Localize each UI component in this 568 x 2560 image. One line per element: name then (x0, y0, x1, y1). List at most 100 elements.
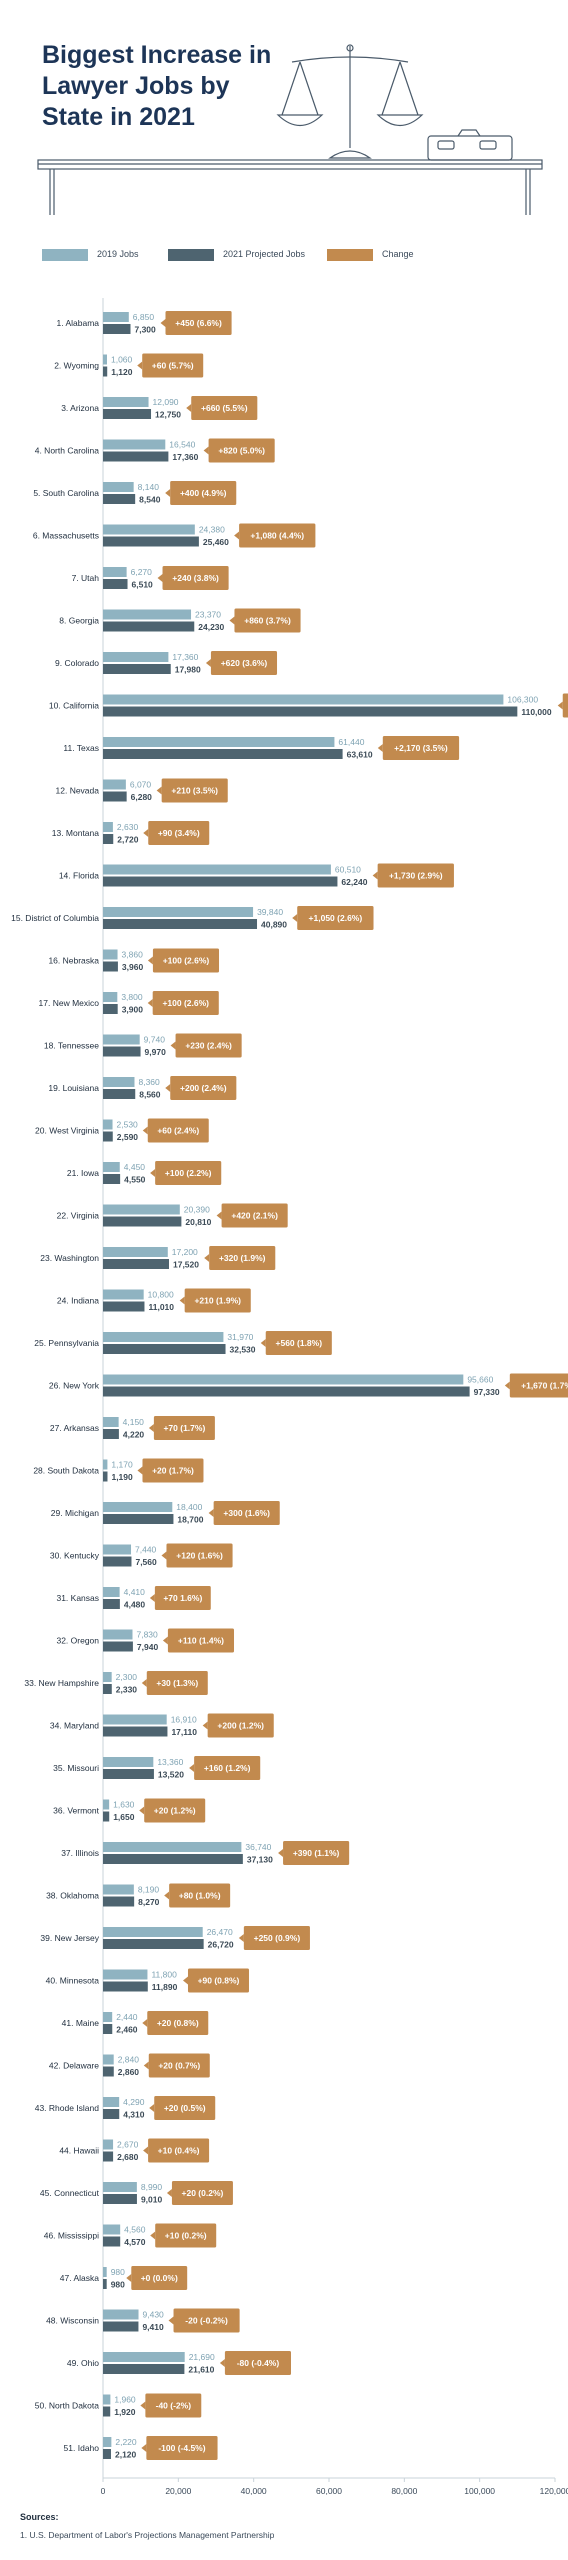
value-label-2021: 21,610 (188, 2365, 214, 2375)
bar-2021 (103, 579, 128, 589)
bar-2021 (103, 961, 118, 972)
change-badge (239, 523, 316, 548)
bar-2019 (103, 2224, 121, 2235)
value-label-2019: 16,540 (169, 440, 195, 450)
sources-item: 1. U.S. Department of Labor's Projection… (20, 2530, 275, 2540)
change-badge (191, 396, 258, 420)
change-badge-pointer (260, 1339, 266, 1347)
change-label: +300 (1.6%) (223, 1508, 270, 1518)
change-badge (155, 1161, 222, 1185)
bar-2021 (103, 1599, 120, 1609)
bar-2019 (103, 1332, 224, 1342)
change-label: +450 (6.6%) (175, 318, 222, 328)
value-label-2021: 17,520 (173, 1260, 199, 1270)
category-label: 9. Colorado (55, 658, 99, 668)
change-label: +860 (3.7%) (244, 616, 291, 626)
category-label: 26. New York (49, 1381, 100, 1391)
value-label-2019: 2,440 (116, 2012, 138, 2022)
value-label-2019: 1,170 (111, 1460, 133, 1470)
bar-2019 (103, 1757, 154, 1767)
value-label-2019: 16,910 (171, 1715, 197, 1725)
category-label: 11. Texas (63, 743, 99, 753)
change-badge-pointer (137, 361, 143, 370)
value-label-2019: 4,290 (123, 2097, 145, 2107)
bar-2019 (103, 609, 192, 620)
x-tick-label: 20,000 (165, 2486, 191, 2496)
bar-2021 (103, 1896, 135, 1907)
category-label: 6. Massachusetts (33, 531, 99, 541)
legend-label-2019: 2019 Jobs (97, 249, 139, 259)
bar-2021 (103, 1174, 121, 1184)
change-badge-pointer (143, 829, 149, 837)
change-label: +100 (2.2%) (165, 1168, 212, 1178)
value-label-2021: 8,560 (139, 1090, 161, 1100)
change-badge-pointer (557, 701, 563, 710)
bar-2019 (103, 1247, 168, 1257)
category-label: 34. Maryland (50, 1721, 99, 1731)
value-label-2021: 1,190 (111, 1472, 133, 1482)
bar-2019 (103, 1799, 110, 1810)
change-badge (265, 1331, 332, 1355)
bar-chart: 1. Alabama 6,850 7,300 +450 (6.6%) 2. Wyomin… (11, 298, 568, 2496)
bar-2021 (103, 706, 518, 717)
bar-2019 (103, 2437, 112, 2447)
bar-2021 (103, 536, 199, 547)
bar-2021 (103, 1344, 226, 1354)
bar-2021 (103, 2024, 113, 2034)
value-label-2019: 2,220 (115, 2437, 137, 2447)
category-label: 32. Oregon (56, 1636, 99, 1646)
bar-2019 (103, 1417, 119, 1427)
bar-2019 (103, 1162, 120, 1172)
change-badge (145, 2393, 202, 2418)
change-badge-pointer (147, 956, 153, 965)
category-label: 13. Montana (52, 828, 100, 838)
change-label: +10 (0.2%) (165, 2231, 207, 2241)
change-badge-pointer (150, 1169, 156, 1177)
bar-2021 (103, 1046, 141, 1057)
change-badge-pointer (156, 786, 162, 795)
change-badge (234, 608, 301, 633)
change-label: +250 (0.9%) (254, 1933, 301, 1943)
value-label-2021: 2,680 (117, 2152, 139, 2162)
change-badge (283, 1841, 350, 1865)
change-badge (154, 1586, 211, 1610)
value-label-2021: 97,330 (474, 1387, 500, 1397)
change-badge-pointer (140, 2401, 146, 2410)
value-label-2019: 6,270 (131, 567, 153, 577)
change-badge-pointer (137, 1466, 143, 1475)
value-label-2019: 4,560 (124, 2225, 146, 2235)
bar-2019 (103, 822, 113, 832)
value-label-2021: 7,560 (135, 1557, 157, 1567)
bar-2021 (103, 1301, 145, 1312)
illustration (37, 44, 543, 215)
category-label: 25. Pennsylvania (34, 1338, 99, 1348)
value-label-2019: 20,390 (184, 1205, 210, 1215)
change-badge-pointer (160, 319, 166, 327)
value-label-2021: 9,970 (145, 1047, 167, 1057)
change-badge (213, 1501, 280, 1525)
change-badge-pointer (164, 1891, 170, 1900)
change-badge (382, 736, 460, 760)
value-label-2019: 2,530 (117, 1120, 139, 1130)
change-badge-pointer (182, 1976, 188, 1985)
change-label: +20 (1.2%) (154, 1806, 196, 1816)
x-tick-label: 0 (101, 2486, 106, 2496)
value-label-2021: 2,720 (117, 835, 139, 845)
value-label-2021: 2,590 (117, 1132, 139, 1142)
bar-2021 (103, 1386, 470, 1397)
value-label-2021: 12,750 (155, 410, 181, 420)
value-label-2019: 13,360 (157, 1757, 183, 1767)
value-label-2019: 1,960 (114, 2395, 136, 2405)
category-label: 29. Michigan (51, 1508, 99, 1518)
value-label-2021: 40,890 (261, 920, 287, 930)
change-label: +20 (1.7%) (152, 1466, 194, 1476)
bar-2019 (103, 1289, 144, 1300)
bar-2021 (103, 324, 131, 334)
bar-2021 (103, 2364, 185, 2374)
change-label: +1,050 (2.6%) (309, 913, 363, 923)
change-label: +60 (5.7%) (152, 361, 194, 371)
bar-2019 (103, 1884, 134, 1895)
value-label-2021: 3,960 (122, 962, 144, 972)
category-label: 4. North Carolina (35, 446, 100, 456)
bar-2019 (103, 524, 195, 535)
